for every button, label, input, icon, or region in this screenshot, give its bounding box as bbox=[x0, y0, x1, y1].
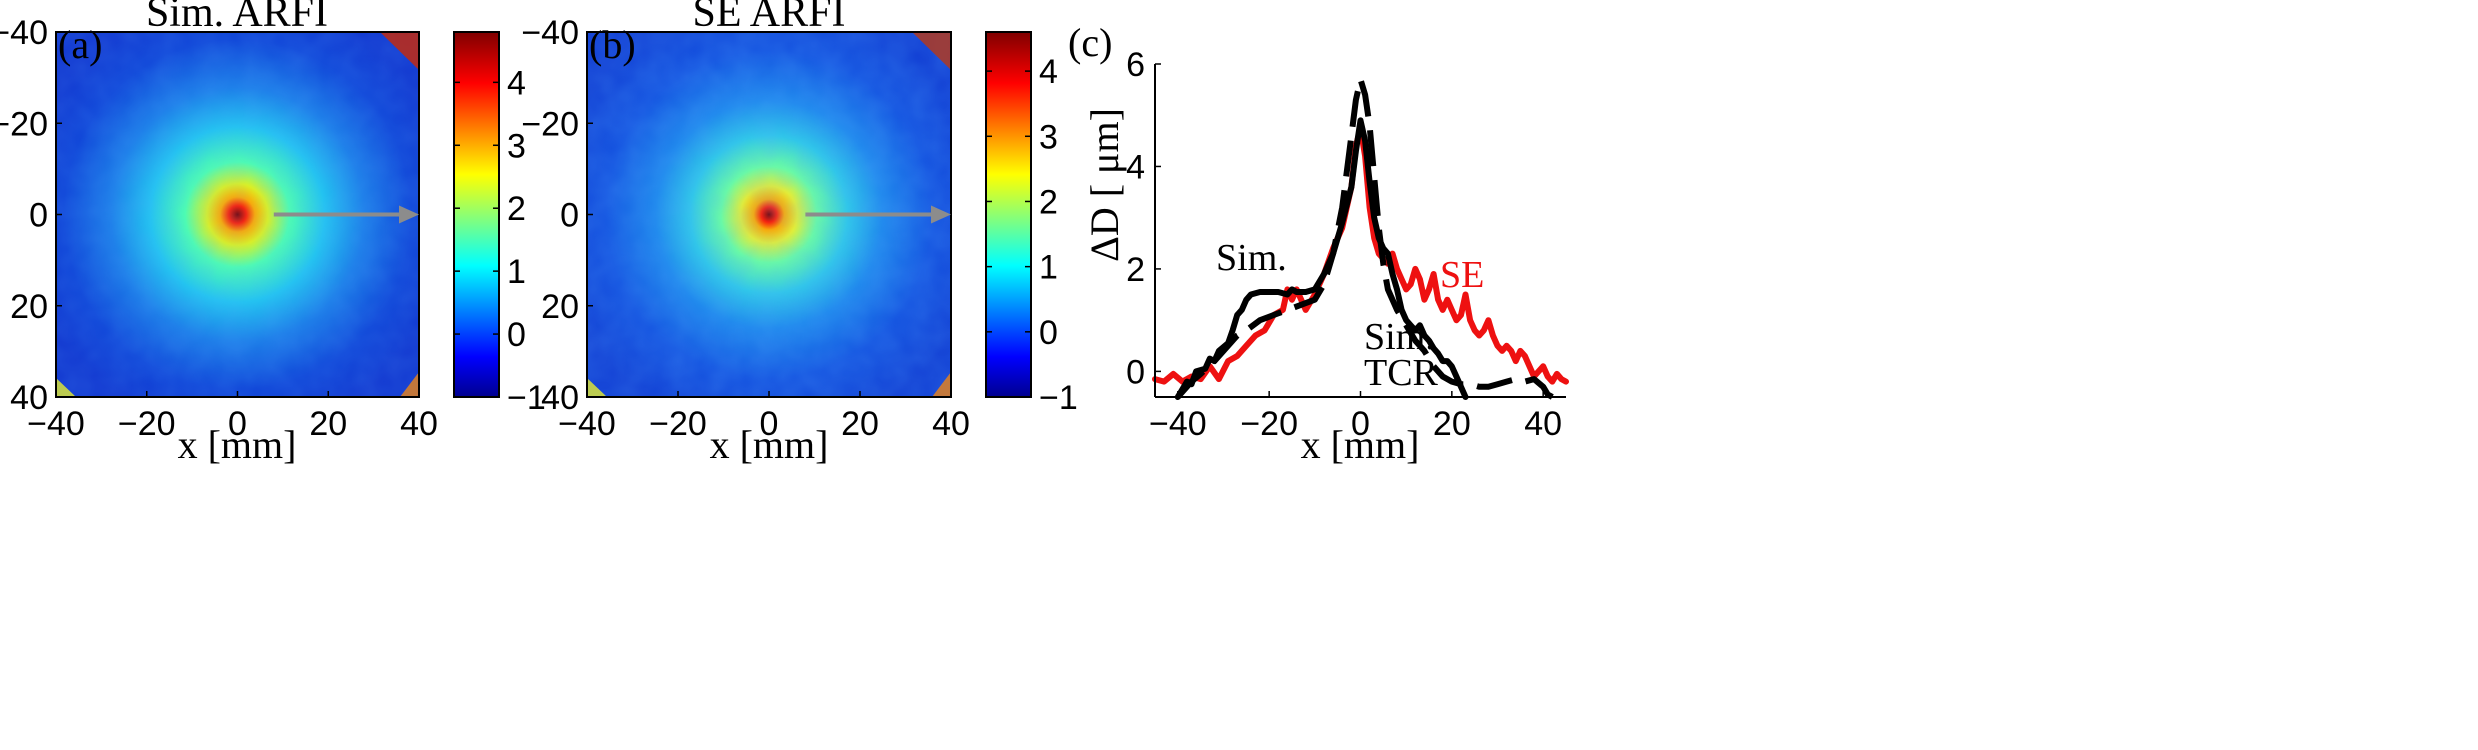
corner-artifacts-b bbox=[587, 32, 951, 397]
colorbar-tick-label-a: −1 bbox=[507, 379, 546, 417]
colorbar-b bbox=[985, 31, 1032, 398]
y-tick-label-a: 40 bbox=[10, 379, 48, 417]
colorbar-ticks-a: 4 3 2 1 0 −1 bbox=[454, 64, 546, 417]
colorbar-tick-label-b: 0 bbox=[1039, 314, 1058, 352]
x-tick-label-b: 20 bbox=[841, 405, 879, 443]
colorbar-a bbox=[453, 31, 500, 398]
colorbar-tick-label-b: 4 bbox=[1039, 53, 1058, 91]
colorbar-tick-label-b: 2 bbox=[1039, 183, 1058, 221]
y-tick-label-c: 0 bbox=[1126, 353, 1145, 391]
x-tick-label-a: 0 bbox=[228, 405, 247, 443]
x-tick-label-c: −20 bbox=[1240, 405, 1298, 443]
series-label-sim-tcr-1: Sim. bbox=[1364, 316, 1435, 358]
colorbar-tick-label-a: 1 bbox=[507, 253, 526, 291]
y-axis-label-c: ΔD [ μm] bbox=[1082, 108, 1127, 262]
series-label-sim-tcr-2: TCR bbox=[1364, 352, 1439, 394]
arrow-head-b bbox=[931, 205, 951, 224]
x-tick-label-a: 20 bbox=[309, 405, 347, 443]
x-tick-label-a: 40 bbox=[400, 405, 438, 443]
x-tick-label-c: 40 bbox=[1524, 405, 1562, 443]
colorbar-tick-label-a: 0 bbox=[507, 316, 526, 354]
x-axis-label-a: x [mm] bbox=[178, 422, 297, 467]
x-tick-label-a: −20 bbox=[118, 405, 176, 443]
ticks-c: −40 −20 0 20 40 0 2 4 6 bbox=[1126, 46, 1562, 443]
panel-b-title: SE ARFI bbox=[693, 0, 846, 36]
ticks-a: −40 −40 −20 −20 0 0 20 20 40 40 bbox=[0, 14, 438, 443]
y-tick-label-a: 20 bbox=[10, 288, 48, 326]
x-tick-label-b: 40 bbox=[932, 405, 970, 443]
y-tick-label-a: −20 bbox=[0, 105, 48, 143]
series-c bbox=[1152, 76, 1569, 400]
colorbar-tick-label-a: 3 bbox=[507, 127, 526, 165]
y-tick-label-c: 4 bbox=[1126, 148, 1145, 186]
panel-label-a: (a) bbox=[58, 22, 102, 67]
x-tick-label-a: −40 bbox=[27, 405, 85, 443]
y-tick-label-b: 20 bbox=[541, 288, 579, 326]
arrow-b bbox=[805, 205, 951, 224]
y-tick-label-c: 6 bbox=[1126, 46, 1145, 84]
panel-label-c: (c) bbox=[1068, 20, 1112, 65]
series-label-se: SE bbox=[1440, 254, 1484, 296]
series-label-sim: Sim. bbox=[1216, 237, 1287, 279]
corner-artifacts-a bbox=[56, 32, 419, 397]
panel-label-b: (b) bbox=[589, 22, 636, 67]
x-tick-label-c: 20 bbox=[1433, 405, 1471, 443]
y-tick-label-c: 2 bbox=[1126, 251, 1145, 289]
y-tick-label-a: −40 bbox=[0, 14, 48, 52]
x-tick-label-c: −40 bbox=[1149, 405, 1207, 443]
colorbar-tick-label-b: 3 bbox=[1039, 118, 1058, 156]
y-tick-label-b: −20 bbox=[521, 105, 579, 143]
x-tick-label-b: −20 bbox=[649, 405, 707, 443]
series-line-se bbox=[1152, 125, 1569, 385]
x-tick-label-b: 0 bbox=[760, 405, 779, 443]
x-tick-label-c: 0 bbox=[1351, 405, 1370, 443]
x-tick-label-b: −40 bbox=[558, 405, 616, 443]
colorbar-tick-label-b: 1 bbox=[1039, 249, 1058, 287]
series-line-sim-tcr bbox=[1175, 76, 1554, 400]
colorbar-ticks-b: 4 3 2 1 0 −1 bbox=[986, 53, 1078, 417]
colorbar-tick-label-b: −1 bbox=[1039, 379, 1078, 417]
arrow-a bbox=[273, 205, 419, 224]
y-tick-label-b: 0 bbox=[560, 197, 579, 235]
ticks-b: −40 −40 −20 −20 0 0 20 20 40 40 bbox=[521, 14, 970, 443]
arrow-head-a bbox=[399, 205, 419, 224]
y-tick-label-b: 40 bbox=[541, 379, 579, 417]
x-axis-label-c: x [mm] bbox=[1301, 422, 1420, 467]
y-tick-label-a: 0 bbox=[29, 197, 48, 235]
x-axis-label-b: x [mm] bbox=[710, 422, 829, 467]
y-tick-label-b: −40 bbox=[521, 14, 579, 52]
colorbar-tick-label-a: 2 bbox=[507, 190, 526, 228]
panel-c: (c) −40 −20 0 20 40 0 2 4 6 x [mm] ΔD [ μm] Sim.… bbox=[1068, 20, 1569, 467]
panel-a-title: Sim. ARFI bbox=[146, 0, 328, 36]
colorbar-tick-label-a: 4 bbox=[507, 64, 526, 102]
